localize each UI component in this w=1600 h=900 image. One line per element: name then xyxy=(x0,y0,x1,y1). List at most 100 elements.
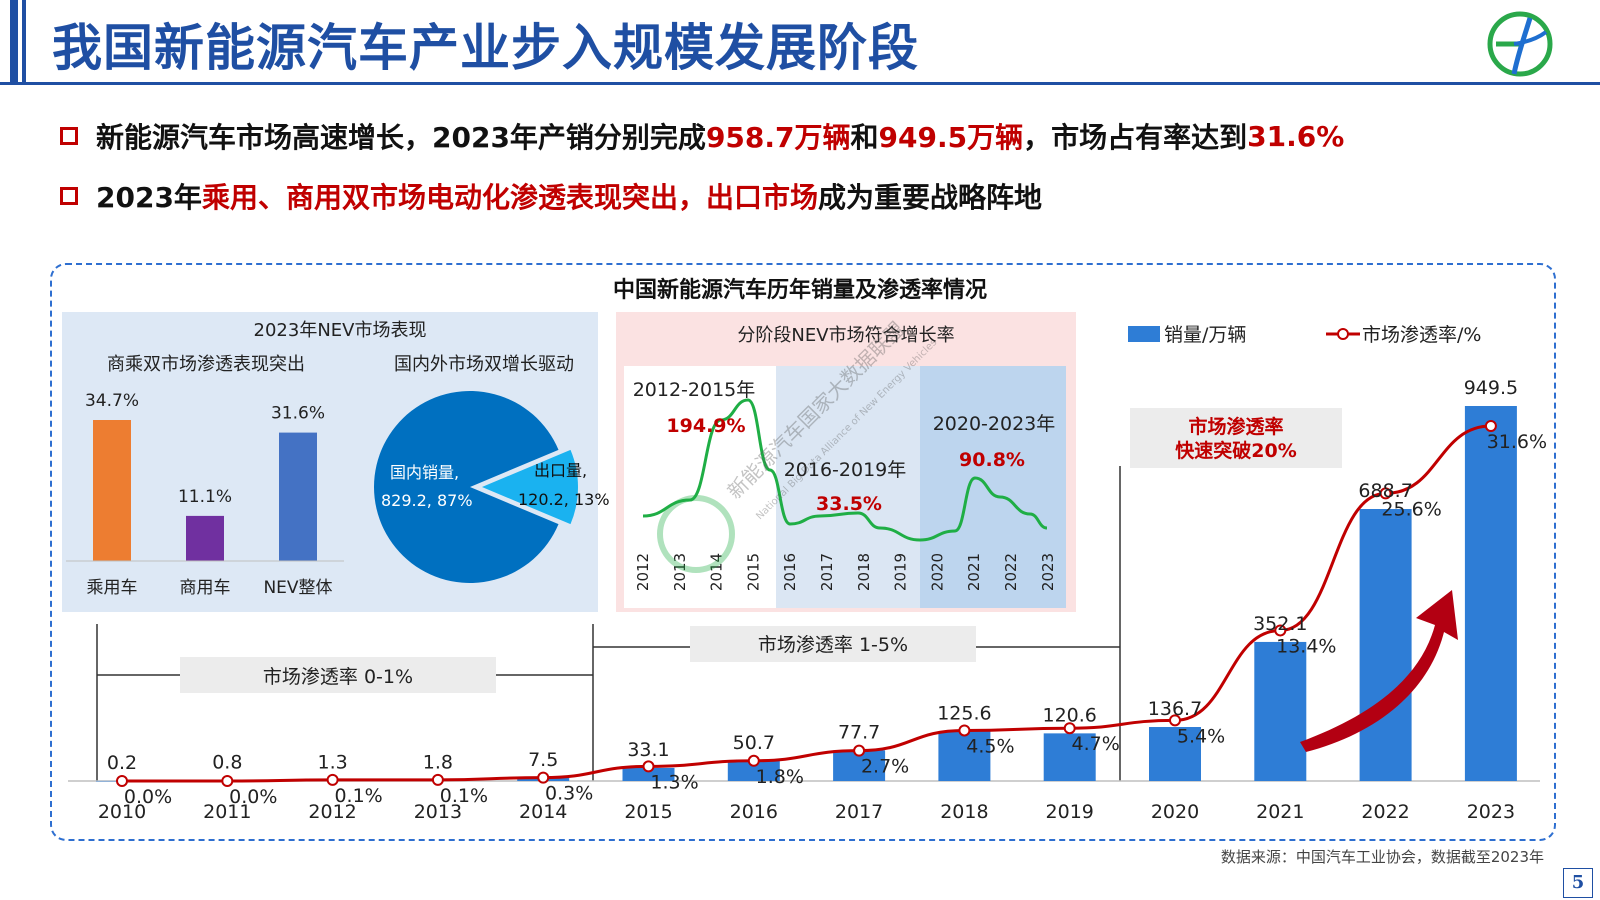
phase-label-box xyxy=(180,657,496,693)
segment-bar xyxy=(186,515,224,561)
title-accent-bar-thin xyxy=(22,0,26,82)
title-divider xyxy=(0,82,1600,85)
penetration-point xyxy=(431,773,444,786)
sales-value-label: 50.7 xyxy=(733,732,775,754)
pie-label-export-name: 出口量, xyxy=(534,461,587,480)
year-tick-label: 2017 xyxy=(835,801,883,823)
penetration-point xyxy=(747,754,760,767)
sales-bar xyxy=(1359,509,1412,781)
year-tick-label: 2022 xyxy=(1361,801,1409,823)
penetration-value-label: 0.1% xyxy=(334,785,382,807)
growth-year-label: 2023 xyxy=(1039,553,1057,591)
growth-year-label: 2019 xyxy=(892,553,910,591)
year-tick-label: 2018 xyxy=(940,801,988,823)
page-number: 5 xyxy=(1563,868,1593,898)
sales-value-label: 33.1 xyxy=(627,739,669,761)
bullet-1: 新能源汽车市场高速增长，2023年产销分别完成 958.7万辆和 949.5万辆 ，市… xyxy=(60,116,1344,156)
sales-value-label: 949.5 xyxy=(1464,377,1518,399)
sales-bar xyxy=(727,760,780,781)
pie-label-export-value: 120.2, 13% xyxy=(518,490,610,509)
sales-bar xyxy=(1254,641,1307,781)
year-tick-label: 2016 xyxy=(730,801,778,823)
penetration-value-label: 5.4% xyxy=(1177,725,1225,747)
sales-bar xyxy=(1149,727,1201,781)
growth-year-label: 2022 xyxy=(1002,553,1020,591)
sales-bar xyxy=(1043,733,1096,781)
growth-year-label: 2017 xyxy=(818,553,836,591)
source-note: 数据来源：中国汽车工业协会，数据截至2023年 xyxy=(1220,848,1544,866)
penetration-point xyxy=(537,771,550,784)
growth-year-label: 2013 xyxy=(671,553,689,591)
segment-value-label: 11.1% xyxy=(178,487,232,507)
penetration-point xyxy=(1063,722,1076,735)
penetration-value-label: 13.4% xyxy=(1276,635,1336,657)
year-tick-label: 2020 xyxy=(1151,801,1199,823)
penetration-point xyxy=(116,775,128,787)
year-tick-label: 2015 xyxy=(624,801,672,823)
penetration-point xyxy=(853,744,866,757)
sales-bar xyxy=(622,767,675,781)
sales-value-label: 125.6 xyxy=(937,702,991,724)
penetration-point xyxy=(958,724,971,737)
phase-label: 市场渗透率 0-1% xyxy=(263,666,413,688)
growth-year-label: 2020 xyxy=(928,553,946,591)
growth-stage-period: 2012-2015年 xyxy=(633,379,756,401)
sales-value-label: 136.7 xyxy=(1148,698,1202,720)
growth-stage-rate: 90.8% xyxy=(959,449,1025,471)
growth-year-label: 2021 xyxy=(965,553,983,591)
growth-year-label: 2015 xyxy=(744,553,762,591)
page-title: 我国新能源汽车产业步入规模发展阶段 xyxy=(52,19,919,77)
growth-curve xyxy=(642,398,1048,542)
year-tick-label: 2014 xyxy=(519,801,567,823)
pie-label-domestic-value: 829.2, 87% xyxy=(381,491,473,510)
year-tick-label: 2011 xyxy=(203,801,251,823)
bullet-1-part: ，市场占有率达到 xyxy=(1023,121,1248,154)
sales-bar xyxy=(1464,406,1517,781)
penetration-point xyxy=(326,773,339,786)
growth-year-label: 2016 xyxy=(781,553,799,591)
penetration-value-label: 1.8% xyxy=(756,766,804,788)
sales-bar xyxy=(938,731,991,781)
bullet-1-part: 新能源汽车市场高速增长，2023年产销分别完成 xyxy=(96,121,706,154)
watermark-logo-icon xyxy=(657,495,735,573)
sales-value-label: 0.8 xyxy=(212,752,242,774)
year-tick-label: 2010 xyxy=(98,801,146,823)
penetration-point xyxy=(221,775,234,787)
bullet-2: 2023年 乘用、商用双市场电动化渗透表现突出，出口市场 成为重要战略阵地 xyxy=(60,176,1042,216)
sales-value-label: 688.7 xyxy=(1358,480,1412,502)
year-tick-label: 2019 xyxy=(1046,801,1094,823)
growth-stage-bg-2 xyxy=(776,366,920,608)
penetration-value-label: 4.5% xyxy=(966,735,1014,757)
penetration-value-label: 1.3% xyxy=(650,771,698,793)
penetration-value-label: 4.7% xyxy=(1072,733,1120,755)
circle-logo-icon xyxy=(1487,11,1553,77)
pie-subtitle: 国内外市场双增长驱动 xyxy=(394,354,574,375)
growth-stage-rate: 33.5% xyxy=(816,493,882,515)
penetration-point xyxy=(642,760,655,773)
sales-value-label: 0.2 xyxy=(107,752,137,774)
phase-label-highlight: 市场渗透率 xyxy=(1188,415,1283,438)
bullet-1-part: 31.6% xyxy=(1247,119,1345,153)
growth-panel-title: 分阶段NEV市场符合增长率 xyxy=(737,325,954,346)
penetration-value-label: 0.1% xyxy=(440,785,488,807)
title-accent-bar xyxy=(10,0,18,82)
growth-stage-period: 2020-2023年 xyxy=(933,413,1056,435)
chart-title: 中国新能源汽车历年销量及渗透率情况 xyxy=(612,278,987,303)
segment-value-label: 34.7% xyxy=(85,391,139,411)
sales-value-label: 1.8 xyxy=(423,751,453,773)
segment-category-label: 商用车 xyxy=(180,578,231,598)
legend-bar-swatch xyxy=(1128,326,1160,342)
penetration-value-label: 2.7% xyxy=(861,756,909,778)
growth-year-label: 2012 xyxy=(634,553,652,591)
phase-label-highlight: 快速突破20% xyxy=(1175,439,1296,462)
year-tick-label: 2021 xyxy=(1256,801,1304,823)
growth-stage-bg-3 xyxy=(920,366,1066,608)
penetration-point xyxy=(1274,624,1287,637)
growth-stage-period: 2016-2019年 xyxy=(784,459,907,481)
sales-value-label: 352.1 xyxy=(1253,613,1307,635)
segment-bar xyxy=(279,432,317,561)
pie-slice-domestic xyxy=(374,391,559,584)
legend-penetration-label: 市场渗透率/% xyxy=(1362,324,1481,346)
segment-bar xyxy=(93,420,131,561)
